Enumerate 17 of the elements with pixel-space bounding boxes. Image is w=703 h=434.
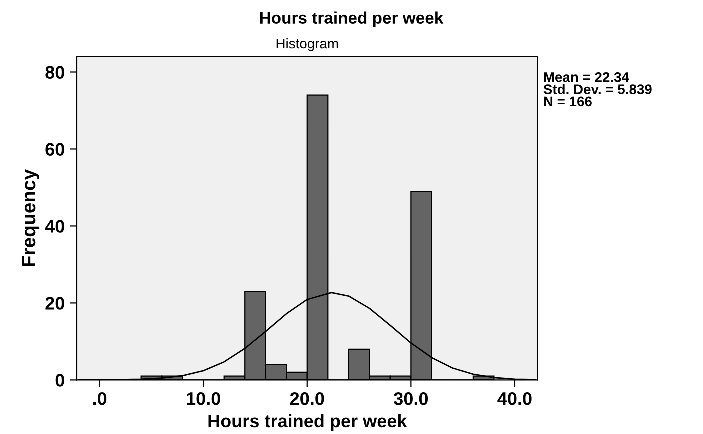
y-tick-label: 0 — [56, 374, 64, 387]
y-tick-label: 40 — [45, 220, 64, 233]
text: Mean = 22.34 — [544, 72, 630, 82]
y-tick-label: 60 — [46, 143, 64, 156]
x-tick-label: 10.0 — [187, 392, 220, 406]
x-tick-label: 30.0 — [394, 392, 428, 406]
y-tick-label: 80 — [46, 66, 64, 79]
y-axis-title: Frequency — [22, 169, 40, 266]
x-tick-label: 20.0 — [290, 392, 324, 406]
text: Std. Dev. = 5.839 — [544, 84, 652, 94]
chart-title: Hours trained per week — [260, 12, 444, 28]
x-axis-title: Hours trained per week — [208, 414, 408, 432]
x-tick-label: .0 — [94, 392, 107, 406]
chart-subtitle: Histogram — [276, 38, 338, 52]
y-tick-label: 20 — [46, 297, 64, 310]
x-tick-label: 40.0 — [498, 392, 532, 406]
text: N = 166 — [544, 96, 592, 107]
